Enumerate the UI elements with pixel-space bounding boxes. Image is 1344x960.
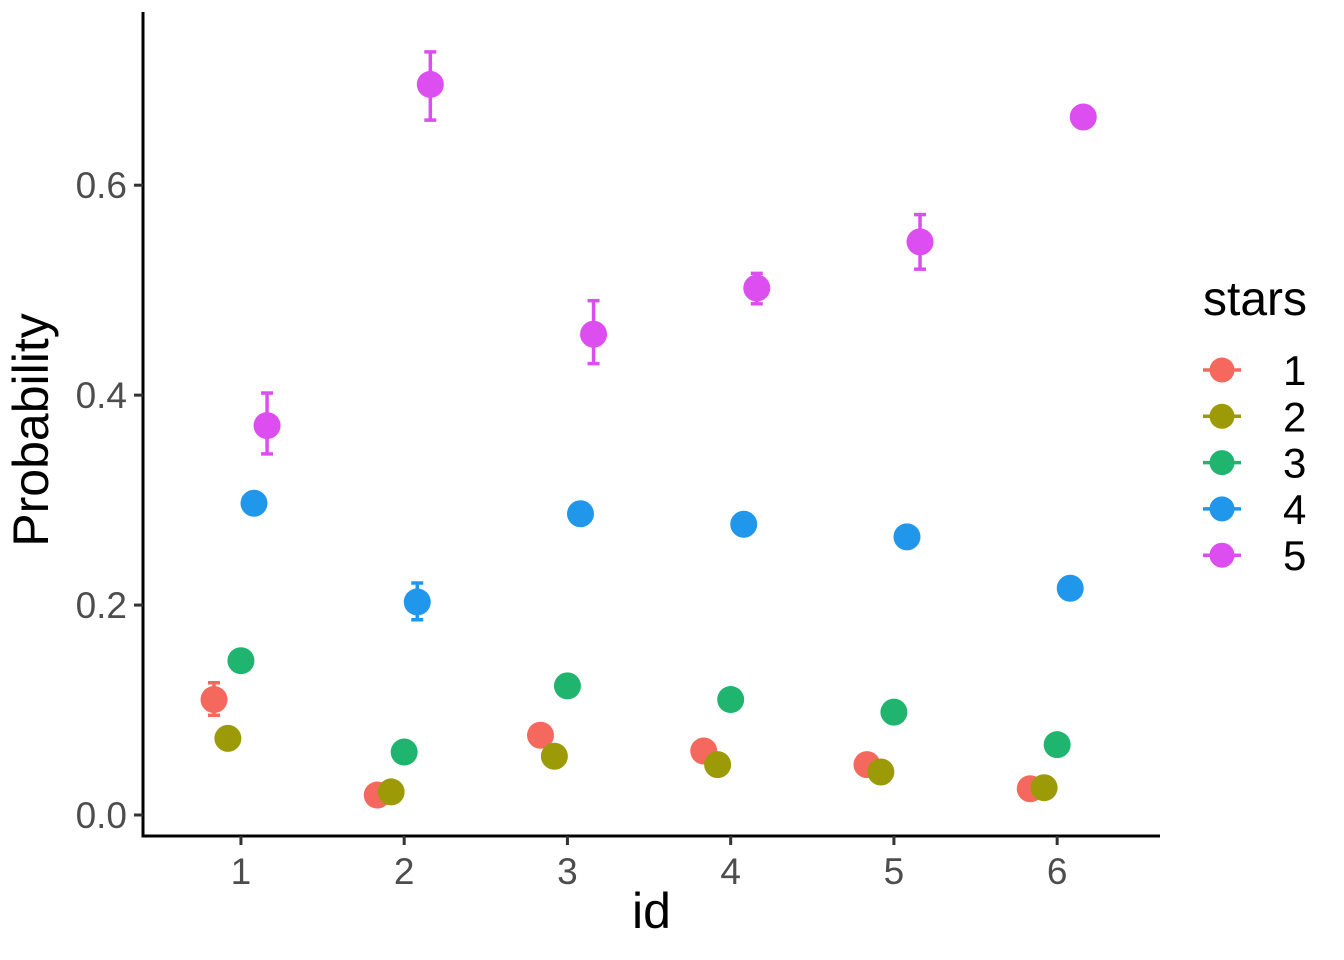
data-point — [1069, 103, 1097, 131]
y-tick-label: 0.2 — [76, 585, 127, 626]
legend-key-dot — [1209, 357, 1235, 383]
data-point — [1043, 731, 1071, 759]
data-point — [566, 500, 594, 528]
x-axis-title: id — [632, 883, 671, 939]
data-point — [553, 672, 581, 700]
y-tick-label: 0.4 — [76, 375, 127, 416]
x-tick-label: 6 — [1047, 851, 1068, 892]
data-point — [1030, 774, 1058, 802]
data-point — [416, 70, 444, 98]
data-point — [227, 647, 255, 675]
data-point — [867, 758, 895, 786]
data-point — [390, 738, 418, 766]
y-tick-label: 0.0 — [76, 795, 127, 836]
data-point — [717, 686, 745, 714]
data-point — [240, 489, 268, 517]
data-point — [906, 228, 934, 256]
legend-item-label: 5 — [1283, 532, 1306, 579]
data-point — [704, 751, 732, 779]
x-tick-label: 3 — [557, 851, 578, 892]
legend-item-label: 2 — [1283, 393, 1306, 440]
legend-item-label: 4 — [1283, 486, 1306, 533]
data-point — [200, 686, 228, 714]
data-point — [403, 588, 431, 616]
data-point — [730, 510, 758, 538]
x-tick-label: 1 — [231, 851, 252, 892]
data-point — [253, 412, 281, 440]
x-tick-label: 5 — [884, 851, 905, 892]
data-point — [377, 778, 405, 806]
data-point — [214, 724, 242, 752]
y-axis-title: Probability — [3, 313, 59, 546]
legend-key-dot — [1209, 403, 1235, 429]
x-tick-label: 2 — [394, 851, 415, 892]
y-tick-label: 0.6 — [76, 165, 127, 206]
legend-key-dot — [1209, 450, 1235, 476]
legend-key-dot — [1209, 542, 1235, 568]
legend-title: stars — [1203, 273, 1307, 326]
data-point — [743, 274, 771, 302]
x-tick-label: 4 — [720, 851, 741, 892]
data-point — [540, 742, 568, 770]
data-point — [526, 721, 554, 749]
data-point — [580, 320, 608, 348]
data-point — [1056, 574, 1084, 602]
legend-key-dot — [1209, 496, 1235, 522]
data-point — [893, 523, 921, 551]
legend-item-label: 1 — [1283, 347, 1306, 394]
legend-item-label: 3 — [1283, 440, 1306, 487]
data-point — [880, 698, 908, 726]
